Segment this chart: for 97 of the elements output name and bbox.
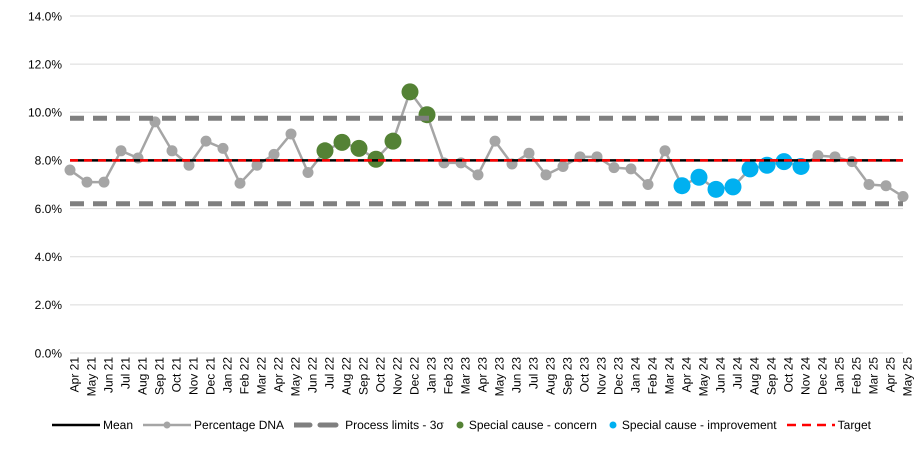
x-tick-label: Oct 22 [374, 356, 388, 392]
x-tick-label: May 24 [696, 356, 711, 396]
y-tick-label: 12.0% [28, 57, 62, 72]
legend-label: Mean [102, 418, 134, 432]
point [708, 180, 724, 198]
point [626, 163, 636, 174]
x-tick-label: Feb 25 [850, 356, 864, 394]
point [82, 176, 92, 188]
point [302, 166, 314, 178]
y-tick-label: 4.0% [34, 250, 62, 264]
point [558, 160, 568, 172]
point [472, 169, 484, 180]
point [524, 148, 534, 159]
x-tick-label: Apr 21 [68, 356, 82, 392]
x-tick-label: Oct 23 [578, 356, 592, 392]
y-tick-label: 0.0% [34, 346, 62, 360]
x-tick-label: Oct 24 [782, 356, 796, 392]
point [316, 142, 334, 160]
x-tick-label: Aug 24 [748, 356, 762, 396]
x-tick-label: Sep 24 [764, 356, 779, 396]
x-tick-label: Aug 22 [340, 356, 354, 396]
point [234, 178, 246, 189]
x-tick-label: Nov 22 [390, 356, 405, 396]
point [880, 180, 892, 192]
point [98, 176, 110, 188]
legend-label: Special cause - concern [468, 418, 597, 432]
x-tick-label: May 23 [492, 356, 507, 396]
point [286, 128, 296, 140]
x-tick-label: Apr 23 [476, 356, 490, 392]
point [64, 164, 76, 176]
x-tick-label: Feb 22 [238, 356, 252, 394]
x-tick-label: Jan 25 [832, 356, 847, 394]
x-tick-label: May 22 [288, 356, 303, 396]
x-tick-label: May 21 [84, 356, 99, 396]
point [200, 136, 212, 147]
point [660, 145, 670, 156]
x-tick-label: Jan 24 [628, 356, 643, 394]
legend-label: Special cause - improvement [622, 418, 777, 432]
x-tick-label: Nov 23 [594, 356, 609, 396]
y-tick-label: 6.0% [34, 202, 62, 216]
point [898, 191, 908, 202]
x-tick-label: Nov 21 [186, 356, 201, 396]
legend-label: Percentage DNA [194, 418, 284, 432]
point [166, 145, 178, 156]
x-tick-label: Apr 25 [884, 356, 898, 392]
x-tick-label: Mar 22 [254, 356, 269, 394]
x-tick-label: Feb 23 [442, 356, 456, 394]
point [402, 83, 418, 100]
x-tick-label: Jun 24 [714, 356, 728, 394]
point [608, 162, 620, 174]
x-tick-label: Jun 23 [510, 356, 524, 394]
point [218, 142, 228, 154]
x-tick-label: Mar 23 [458, 356, 473, 394]
legend-label: Process limits - 3σ [345, 418, 444, 432]
point [350, 140, 368, 157]
x-tick-label: Aug 21 [136, 356, 150, 396]
point [864, 179, 874, 190]
legend-label: Target [838, 418, 871, 432]
point [268, 148, 280, 160]
y-tick-label: 2.0% [34, 298, 62, 312]
point [690, 168, 708, 186]
x-tick-label: Nov 24 [798, 356, 813, 396]
x-tick-label: Jun 22 [306, 356, 320, 394]
x-tick-label: Sep 21 [152, 356, 167, 396]
x-tick-label: Sep 23 [560, 356, 575, 396]
x-tick-label: Aug 23 [544, 356, 558, 396]
point [116, 145, 126, 156]
x-tick-label: Oct 21 [170, 356, 184, 392]
y-tick-label: 10.0% [28, 106, 62, 120]
point [490, 136, 500, 147]
point [642, 179, 654, 190]
x-tick-label: Jul 23 [526, 356, 541, 390]
x-tick-label: May 25 [900, 356, 915, 396]
point [724, 178, 742, 196]
point [674, 177, 690, 194]
x-tick-label: Dec 21 [204, 356, 218, 396]
y-tick-label: 8.0% [34, 154, 62, 168]
x-tick-label: Apr 22 [272, 356, 286, 392]
x-tick-label: Dec 22 [408, 356, 422, 396]
x-tick-label: Dec 24 [816, 356, 830, 396]
x-tick-label: Jul 21 [118, 356, 133, 390]
point [384, 132, 402, 150]
y-tick-label: 14.0% [28, 9, 62, 24]
x-tick-label: Jul 24 [730, 356, 745, 390]
x-tick-label: Jul 22 [322, 356, 337, 390]
x-tick-label: Jun 21 [102, 356, 116, 394]
point [334, 134, 350, 151]
x-tick-label: Sep 22 [356, 356, 371, 396]
x-tick-label: Jan 22 [220, 356, 235, 394]
x-tick-label: Apr 24 [680, 356, 694, 392]
x-tick-label: Dec 23 [612, 356, 626, 396]
x-tick-label: Mar 24 [662, 356, 677, 394]
x-tick-label: Jan 23 [424, 356, 439, 394]
point [742, 160, 758, 178]
x-tick-label: Feb 24 [646, 356, 660, 394]
x-tick-label: Mar 25 [866, 356, 881, 394]
point [540, 169, 552, 180]
